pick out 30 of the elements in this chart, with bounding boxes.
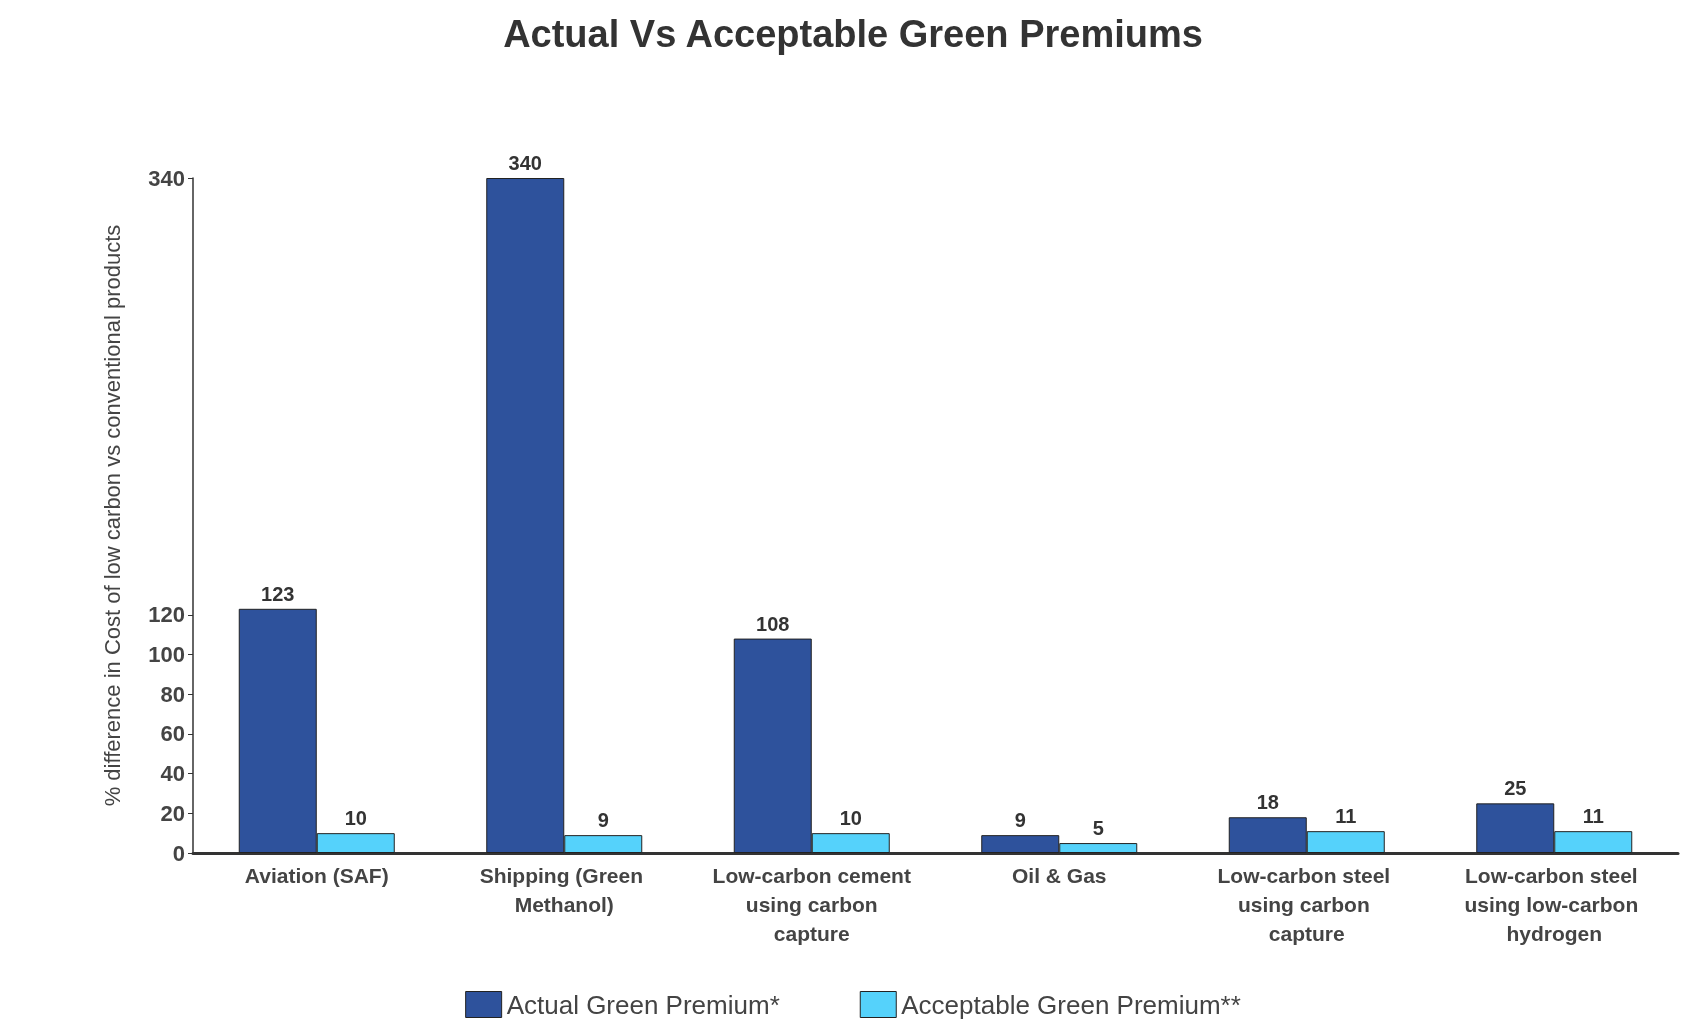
data-label: 108 <box>756 612 790 635</box>
y-tick-label: 80 <box>160 681 185 707</box>
y-tick-label: 120 <box>148 602 185 628</box>
y-tick-label: 100 <box>148 641 185 667</box>
x-tick-label: Low-carbon steel using carbon capture <box>1217 864 1397 945</box>
data-label: 11 <box>1335 805 1357 828</box>
x-tick-label: Aviation (SAF) <box>244 864 389 887</box>
legend-label: Actual Green Premium* <box>506 989 780 1020</box>
data-label: 9 <box>1014 809 1026 832</box>
x-tick-label: Oil & Gas <box>1011 864 1107 887</box>
y-tick-label: 40 <box>160 761 185 787</box>
legend-label: Acceptable Green Premium** <box>901 989 1241 1020</box>
x-tick-label: Shipping (Green Methanol) <box>479 864 649 916</box>
y-tick-label: 60 <box>160 721 185 747</box>
data-label: 9 <box>597 809 609 832</box>
data-label: 10 <box>839 807 862 830</box>
data-label: 11 <box>1582 805 1604 828</box>
y-axis-title: % difference in Cost of low carbon vs conventional products <box>99 224 125 807</box>
data-label: 5 <box>1092 817 1104 840</box>
data-label: 18 <box>1256 791 1279 814</box>
y-tick-label: 340 <box>148 165 185 191</box>
data-label: 123 <box>261 582 295 605</box>
y-tick-label: 20 <box>160 800 185 826</box>
chart-title: Actual Vs Acceptable Green Premiums <box>503 13 1203 55</box>
x-tick-label: Low-carbon cement using carbon capture <box>712 864 911 945</box>
x-tick-label: Low-carbon steel using low-carbon hydrogen <box>1464 864 1645 945</box>
data-label: 25 <box>1504 777 1527 800</box>
y-tick-label: 0 <box>172 840 185 866</box>
data-label: 340 <box>508 152 542 174</box>
data-label: 10 <box>344 807 367 830</box>
